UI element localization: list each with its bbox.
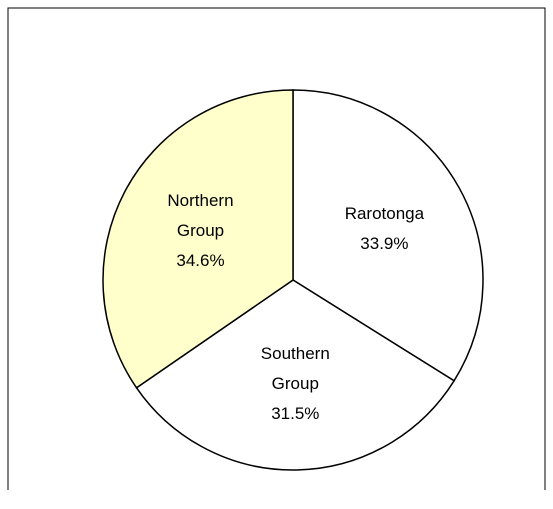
value-label: 33.9% <box>360 234 409 254</box>
pie <box>102 89 484 471</box>
category-label: Northern Group <box>167 191 234 241</box>
category-label: Rarotonga <box>344 204 425 224</box>
frame <box>7 7 546 490</box>
pie-slice <box>135 279 456 471</box>
category-label: Southern Group <box>260 344 330 394</box>
slice-label: Southern Group 31.5% <box>250 339 340 429</box>
value-label: 34.6% <box>176 251 225 271</box>
slice-label: Northern Group 34.6% <box>155 186 245 276</box>
pie-slice <box>102 89 294 389</box>
slice-label: Rarotonga 33.9% <box>339 199 429 259</box>
value-label: 31.5% <box>271 404 320 424</box>
pie-slice <box>292 89 484 382</box>
